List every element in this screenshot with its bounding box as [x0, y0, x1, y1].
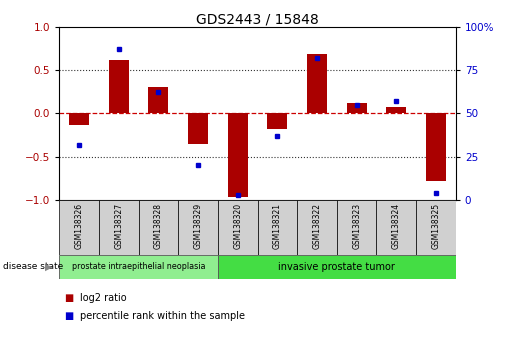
Bar: [148, 87, 168, 113]
Bar: [69, 113, 89, 125]
Text: invasive prostate tumor: invasive prostate tumor: [279, 262, 395, 272]
Text: GSM138325: GSM138325: [432, 203, 440, 250]
Text: GDS2443 / 15848: GDS2443 / 15848: [196, 12, 319, 27]
Bar: [109, 59, 129, 113]
Bar: [376, 200, 416, 255]
Bar: [99, 200, 139, 255]
Bar: [59, 200, 99, 255]
Bar: [416, 200, 456, 255]
Text: percentile rank within the sample: percentile rank within the sample: [80, 311, 245, 321]
Bar: [426, 113, 446, 181]
Bar: [188, 113, 208, 144]
Bar: [218, 255, 456, 279]
Bar: [218, 200, 258, 255]
Text: prostate intraepithelial neoplasia: prostate intraepithelial neoplasia: [72, 262, 205, 272]
Text: GSM138323: GSM138323: [352, 203, 361, 250]
Text: GSM138328: GSM138328: [154, 203, 163, 249]
Bar: [267, 113, 287, 129]
Text: GSM138324: GSM138324: [392, 203, 401, 250]
Text: disease state: disease state: [3, 262, 63, 272]
Text: log2 ratio: log2 ratio: [80, 293, 127, 303]
Bar: [307, 54, 327, 113]
Bar: [139, 200, 178, 255]
Bar: [258, 200, 297, 255]
Text: GSM138327: GSM138327: [114, 203, 123, 250]
Text: ▶: ▶: [45, 262, 53, 272]
Bar: [386, 107, 406, 113]
Text: GSM138320: GSM138320: [233, 203, 242, 250]
Bar: [337, 200, 376, 255]
Text: ■: ■: [64, 311, 74, 321]
Text: GSM138329: GSM138329: [194, 203, 202, 250]
Bar: [59, 255, 218, 279]
Bar: [228, 113, 248, 196]
Text: GSM138326: GSM138326: [75, 203, 83, 250]
Bar: [178, 200, 218, 255]
Text: GSM138322: GSM138322: [313, 203, 321, 249]
Text: ■: ■: [64, 293, 74, 303]
Bar: [347, 103, 367, 113]
Text: GSM138321: GSM138321: [273, 203, 282, 249]
Bar: [297, 200, 337, 255]
